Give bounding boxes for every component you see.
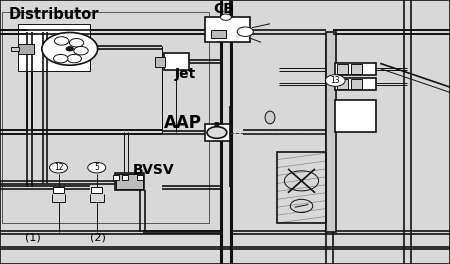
Bar [337,79,348,89]
Circle shape [67,54,81,63]
Text: AAP: AAP [164,114,202,132]
Bar [335,78,376,90]
Circle shape [207,127,227,138]
Bar [326,32,336,232]
Bar [337,64,348,74]
Bar [137,175,143,180]
Circle shape [214,122,220,126]
Circle shape [42,32,98,65]
Circle shape [69,39,84,47]
Text: (1): (1) [25,233,40,243]
Bar [115,173,144,190]
Text: Distributor: Distributor [9,7,99,22]
Bar [155,57,165,67]
Circle shape [54,37,69,45]
Circle shape [220,14,231,20]
Bar [205,124,230,141]
Bar [53,187,64,193]
Bar [211,30,226,38]
Text: CB: CB [214,2,234,16]
Bar [122,175,128,180]
Circle shape [66,47,73,51]
Bar [351,64,362,74]
Bar [91,187,102,193]
Bar [2,12,209,223]
Bar [18,44,34,54]
Circle shape [50,162,68,173]
Text: 12: 12 [54,163,63,172]
Bar [116,174,143,189]
Text: BVSV: BVSV [133,163,175,177]
Text: 5: 5 [94,163,99,172]
Bar [11,47,19,51]
Bar [351,79,362,89]
Bar [277,152,326,223]
Bar [18,24,90,71]
Circle shape [325,75,345,86]
Text: (2): (2) [90,233,106,243]
Bar [113,175,119,180]
Bar [335,100,376,132]
Circle shape [88,162,106,173]
Circle shape [54,54,68,63]
Text: 13: 13 [330,76,340,85]
Bar [205,17,250,42]
Bar [335,63,376,75]
Circle shape [74,46,88,55]
Bar [164,53,189,70]
Circle shape [237,27,253,36]
Text: Jet: Jet [175,67,196,81]
Ellipse shape [265,111,275,124]
